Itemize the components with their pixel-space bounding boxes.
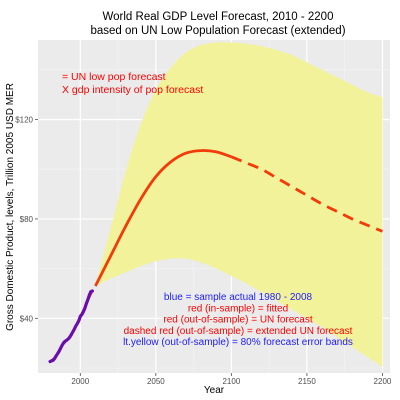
x-tick-label: 2100	[222, 377, 240, 386]
top-note-line-2: X gdp intensity of pop forecast	[62, 84, 203, 96]
chart-title: World Real GDP Level Forecast, 2010 - 22…	[103, 11, 334, 23]
top-note-line-1: = UN low pop forecast	[62, 71, 166, 83]
x-tick-label: 2150	[298, 377, 316, 386]
legend-note-line: red (in-sample) = fitted	[188, 303, 288, 314]
y-tick-label: $80	[20, 215, 34, 224]
error-band	[95, 42, 383, 367]
y-tick-label: $120	[15, 116, 33, 125]
series-layer	[48, 149, 383, 364]
y-axis-title: Gross Domestic Product, levels, Trillion…	[5, 83, 16, 331]
legend-note-line: red (out-of-sample) = UN forecast	[163, 315, 312, 326]
x-axis-title: Year	[204, 385, 225, 396]
forecast-line	[94, 149, 232, 287]
x-tick-label: 2200	[374, 377, 392, 386]
legend-note-line: blue = sample actual 1980 - 2008	[164, 292, 313, 303]
actual-line	[48, 289, 94, 364]
error-band-layer	[95, 42, 383, 367]
extended-forecast-line	[230, 155, 383, 233]
x-tick-label: 2000	[71, 377, 89, 386]
chart-subtitle: based on UN Low Population Forecast (ext…	[90, 25, 345, 37]
y-ticks: $40 $80 $120	[15, 116, 38, 323]
legend-note-line: dashed red (out-of-sample) = extended UN…	[124, 326, 353, 337]
top-note: = UN low pop forecast X gdp intensity of…	[62, 71, 203, 96]
x-tick-label: 2050	[147, 377, 165, 386]
y-tick-label: $40	[20, 314, 34, 323]
legend-note-line: lt.yellow (out-of-sample) = 80% forecast…	[123, 337, 353, 348]
x-ticks: 2000 2050 2100 2150 2200	[71, 373, 392, 386]
